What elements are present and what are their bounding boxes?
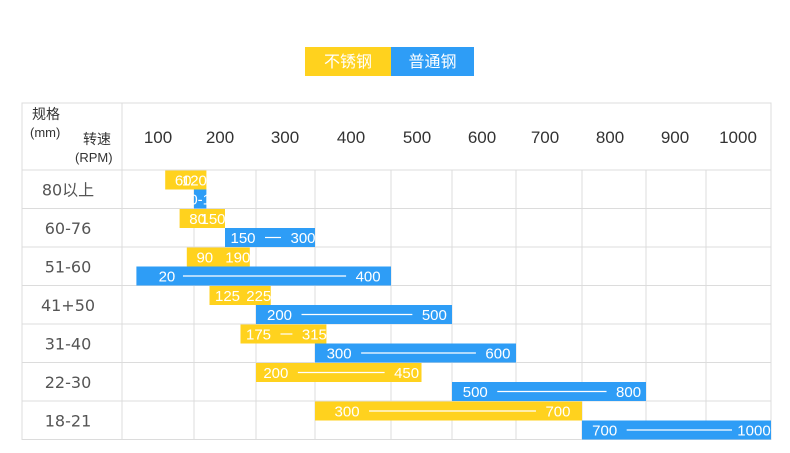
x-tick-label: 1000 xyxy=(719,128,757,147)
x-tick-label: 500 xyxy=(403,128,431,147)
speed-unit: (RPM) xyxy=(75,150,113,165)
category-label: 41+50 xyxy=(41,296,95,315)
category-label: 51-60 xyxy=(45,257,92,276)
category-label: 22-30 xyxy=(45,373,92,392)
stainless-bar xyxy=(209,286,271,305)
bar-start-label: 300 xyxy=(335,404,360,421)
x-tick-label: 600 xyxy=(468,128,496,147)
bar-start-label: 90 xyxy=(196,250,213,267)
bar-end-label: 800 xyxy=(616,384,641,401)
bar-end-label: 120 xyxy=(182,173,207,190)
carbon-bar xyxy=(194,189,207,209)
bar-end-label: 315 xyxy=(302,327,327,344)
category-label: 18-21 xyxy=(45,411,92,430)
spec-label: 规格 xyxy=(32,107,60,123)
x-tick-label: 800 xyxy=(596,128,624,147)
spec-unit: (mm) xyxy=(30,125,60,140)
bar-end-label: 450 xyxy=(394,365,419,382)
bar-end-label: 190 xyxy=(225,250,250,267)
bar-start-label: 700 xyxy=(592,423,617,440)
category-label: 80以上 xyxy=(42,180,94,199)
bar-start-label: 300 xyxy=(327,346,352,363)
bar-start-label: 175 xyxy=(246,327,271,344)
x-tick-label: 900 xyxy=(661,128,689,147)
stainless-bar xyxy=(165,170,207,190)
bar-start-label: 60 xyxy=(175,173,192,190)
bar-end-label: 500 xyxy=(422,307,447,324)
bar-end-label: 700 xyxy=(545,404,570,421)
bar-start-label: 200 xyxy=(263,365,288,382)
bar-end-label: 600 xyxy=(485,346,510,363)
stainless-bar xyxy=(179,209,225,228)
bar-start-label: 200 xyxy=(267,307,292,324)
x-tick-label: 300 xyxy=(271,128,299,147)
bar-end-label: 1000 xyxy=(737,423,770,440)
bar-start-label: 20 xyxy=(159,269,176,286)
bar-start-label: 150 xyxy=(230,230,255,247)
bar-end-label: 225 xyxy=(246,288,271,305)
bar-range-label: 100-120 xyxy=(173,192,228,209)
bar-end-label: 400 xyxy=(356,269,381,286)
bar-end-label: 150 xyxy=(200,211,225,228)
bar-start-label: 500 xyxy=(463,384,488,401)
legend-carbon: 普通钢 xyxy=(391,47,474,76)
stainless-bar xyxy=(186,247,250,267)
x-tick-label: 200 xyxy=(206,128,234,147)
table-border xyxy=(21,102,772,440)
category-label: 31-40 xyxy=(45,334,92,353)
bar-end-label: 300 xyxy=(290,230,315,247)
bar-start-label: 80 xyxy=(189,211,206,228)
category-label: 60-76 xyxy=(45,219,92,238)
x-tick-label: 400 xyxy=(337,128,365,147)
x-tick-label: 100 xyxy=(144,128,172,147)
legend-stainless: 不锈钢 xyxy=(305,47,391,76)
bar-start-label: 125 xyxy=(215,288,240,305)
x-tick-label: 700 xyxy=(531,128,559,147)
speed-label: 转速 xyxy=(83,132,111,148)
